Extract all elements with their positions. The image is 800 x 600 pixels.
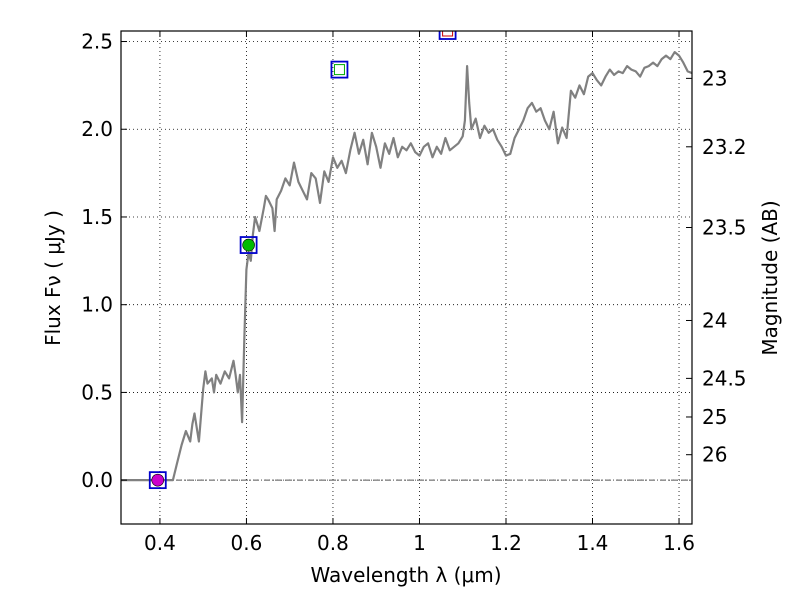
photometry-point: [330, 60, 349, 79]
y2-tick-label: 26: [702, 443, 727, 467]
x-tick-label: 1: [413, 531, 426, 555]
y2-tick-label: 24: [702, 308, 727, 332]
plot-frame: [120, 30, 693, 525]
x-axis-ticks: 0.4 0.6 0.8 1 1.2 1.4 1.6: [144, 31, 695, 555]
x-tick-label: 0.6: [231, 531, 263, 555]
photometry-point: [148, 471, 167, 490]
x-tick-label: 0.4: [144, 531, 176, 555]
y2-tick-label: 24.5: [702, 366, 747, 390]
y-tick-label: 1.5: [81, 205, 113, 229]
photometry-box: [438, 31, 457, 40]
y2-tick-label: 23: [702, 66, 727, 90]
plot-background: [121, 31, 692, 524]
y2-axis-title: Magnitude (AB): [758, 200, 782, 355]
photometry-point: [239, 236, 258, 254]
photometry-box: [148, 471, 167, 490]
photometry-dot: [242, 238, 255, 252]
spectrum-series: [121, 50, 692, 482]
photometry-markers: [148, 31, 457, 490]
photometry-dot: [151, 473, 165, 487]
photometry-model-square: [442, 31, 454, 37]
x-tick-label: 1.6: [663, 531, 695, 555]
y2-tick-label: 23.5: [702, 215, 747, 239]
y-tick-label: 2.5: [81, 30, 113, 54]
y2-tick-label: 23.2: [702, 135, 747, 159]
photometry-box: [330, 60, 349, 79]
y-tick-label: 2.0: [81, 117, 113, 141]
y-axis-title: Flux Fν ( μJy ): [41, 210, 65, 346]
y2-tick-label: 25: [702, 405, 727, 429]
y-axis-ticks: 0.0 0.5 1.0 1.5 2.0 2.5: [81, 30, 127, 492]
x-tick-label: 1.2: [490, 531, 522, 555]
y-tick-label: 0.0: [81, 468, 113, 492]
photometry-model-square: [333, 64, 345, 76]
y-tick-label: 0.5: [81, 380, 113, 404]
photometry-point: [438, 31, 457, 40]
x-axis-title: Wavelength λ (μm): [310, 563, 501, 587]
spectrum-line: [121, 50, 692, 482]
photometry-box: [239, 236, 258, 254]
y2-axis-ticks: 23 23.2 23.5 24 24.5 25 26: [686, 66, 747, 467]
y-tick-label: 1.0: [81, 293, 113, 317]
x-tick-label: 0.8: [317, 531, 349, 555]
x-tick-label: 1.4: [577, 531, 609, 555]
